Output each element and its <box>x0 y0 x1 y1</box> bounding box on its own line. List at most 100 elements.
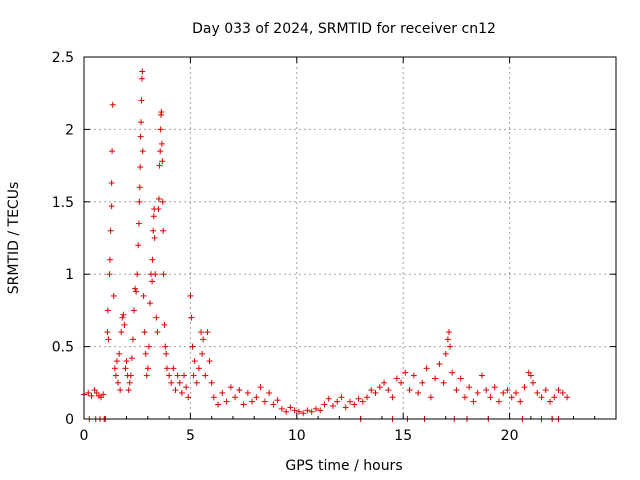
data-point <box>559 389 566 396</box>
data-point <box>249 398 256 405</box>
data-point <box>132 285 139 292</box>
data-point <box>347 398 353 405</box>
data-point <box>398 379 405 386</box>
data-point <box>304 407 311 414</box>
data-point <box>149 256 156 263</box>
data-point <box>181 372 188 379</box>
data-points <box>81 68 571 422</box>
data-point <box>312 405 319 412</box>
data-point <box>338 394 345 401</box>
data-point <box>136 198 143 205</box>
data-point <box>487 394 494 401</box>
data-point <box>134 271 141 278</box>
data-point <box>440 379 447 386</box>
data-point <box>172 387 179 394</box>
x-tick-label: 0 <box>80 428 89 444</box>
data-point <box>478 372 485 379</box>
x-axis-label: GPS time / hours <box>285 458 402 474</box>
data-point <box>110 292 117 299</box>
data-point <box>334 398 341 405</box>
data-point <box>115 379 122 386</box>
data-point <box>551 394 558 401</box>
data-point <box>126 379 133 386</box>
data-point <box>158 140 165 147</box>
data-point <box>457 375 464 382</box>
data-point <box>123 358 130 365</box>
chart-title: Day 033 of 2024, SRMTID for receiver cn1… <box>192 21 496 37</box>
data-point <box>500 389 507 396</box>
data-point <box>372 389 379 396</box>
data-point <box>176 379 183 386</box>
data-point <box>152 271 159 278</box>
data-point <box>253 394 260 401</box>
data-point <box>138 119 145 126</box>
data-point <box>138 97 145 104</box>
data-point <box>261 398 268 405</box>
data-point <box>107 227 114 234</box>
y-axis-label: SRMTID / TECUs <box>6 182 22 295</box>
data-point <box>389 394 396 401</box>
data-point <box>108 203 115 210</box>
data-point <box>150 213 157 220</box>
data-point <box>161 321 168 328</box>
data-point <box>495 398 502 405</box>
data-point <box>135 242 142 249</box>
data-point <box>257 384 264 391</box>
data-point <box>410 372 417 379</box>
data-point <box>119 314 126 321</box>
data-point <box>159 158 166 165</box>
data-point <box>402 369 409 376</box>
data-point <box>208 379 215 386</box>
data-point <box>163 350 170 357</box>
data-point <box>287 404 294 411</box>
data-point <box>121 321 128 328</box>
data-point <box>109 148 116 155</box>
data-point <box>564 394 571 401</box>
data-point <box>159 198 166 205</box>
data-point <box>193 379 200 386</box>
data-point <box>534 389 541 396</box>
data-point <box>419 379 426 386</box>
data-point <box>427 394 434 401</box>
data-point <box>200 336 207 343</box>
data-point <box>195 365 202 372</box>
data-point <box>368 387 375 394</box>
data-point <box>100 391 107 398</box>
data-point <box>466 384 473 391</box>
data-point <box>406 387 413 394</box>
data-point <box>145 343 152 350</box>
data-point <box>530 379 537 386</box>
data-point <box>106 271 113 278</box>
data-point <box>157 126 164 133</box>
data-point <box>355 395 362 402</box>
data-point <box>160 271 167 278</box>
x-tick-label: 5 <box>186 428 195 444</box>
data-point <box>135 220 142 227</box>
data-point <box>321 401 328 408</box>
data-point <box>504 387 511 394</box>
plot-frame <box>83 56 617 420</box>
data-point <box>547 398 554 405</box>
data-point <box>266 389 273 396</box>
data-point <box>210 394 217 401</box>
data-point <box>168 379 175 386</box>
data-point <box>104 329 111 336</box>
data-point <box>129 336 136 343</box>
data-point <box>189 343 196 350</box>
data-point <box>113 358 120 365</box>
data-point <box>202 372 209 379</box>
data-point <box>445 329 452 336</box>
x-tick-label: 15 <box>394 428 412 444</box>
data-point <box>190 372 197 379</box>
data-point <box>393 375 400 382</box>
data-point <box>227 384 234 391</box>
data-point <box>240 401 247 408</box>
data-point <box>300 410 307 417</box>
data-point <box>166 372 173 379</box>
data-point <box>364 394 371 401</box>
data-point <box>215 401 222 408</box>
data-point <box>160 227 167 234</box>
data-point <box>117 387 124 394</box>
data-point <box>381 379 388 386</box>
